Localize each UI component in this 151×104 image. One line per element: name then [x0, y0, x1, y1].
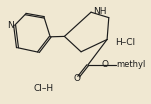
Text: O: O — [73, 74, 80, 83]
Text: methyl: methyl — [116, 60, 146, 69]
Text: O: O — [101, 60, 108, 69]
Text: N: N — [8, 21, 14, 30]
Text: H–Cl: H–Cl — [115, 38, 135, 47]
Text: Cl–H: Cl–H — [33, 84, 53, 93]
Text: NH: NH — [93, 7, 106, 16]
